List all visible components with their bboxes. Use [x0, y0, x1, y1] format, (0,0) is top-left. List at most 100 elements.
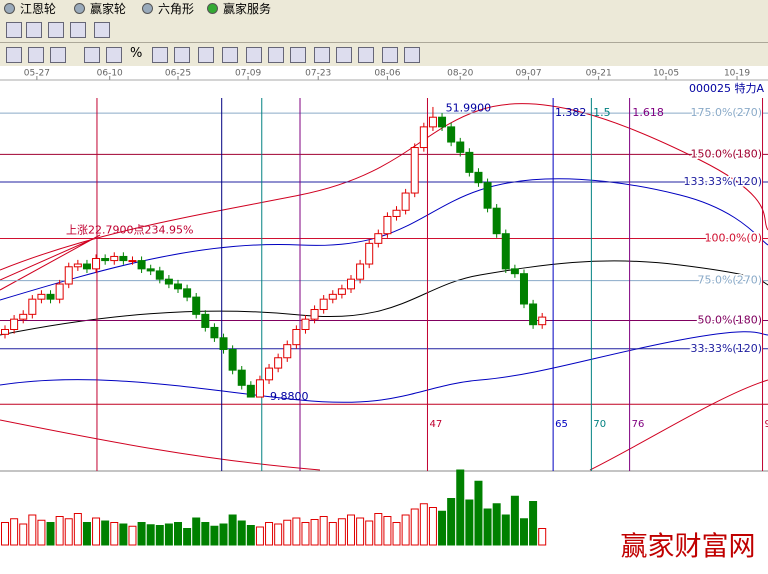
tool-icon[interactable] — [246, 47, 262, 63]
tool-icon[interactable] — [28, 47, 44, 63]
volume-bar — [529, 501, 538, 546]
toolbar-label: 江恩轮 — [20, 2, 57, 16]
tool-icon[interactable] — [6, 22, 22, 38]
candle-body — [237, 369, 246, 386]
candle-body — [283, 344, 292, 359]
candle-body — [92, 258, 101, 270]
volume-bar — [183, 528, 192, 546]
tool-icon[interactable] — [314, 47, 330, 63]
candle-body — [383, 215, 392, 235]
level-label: 75.0%(270) — [697, 274, 762, 287]
volume-bar — [82, 522, 91, 546]
date-ruler — [0, 66, 768, 80]
date-label: 06-25 — [165, 69, 191, 79]
date-label: 08-20 — [447, 69, 473, 79]
candle-body — [538, 316, 547, 326]
candle-body — [128, 260, 137, 263]
candle-body — [310, 309, 319, 320]
volume-bar — [519, 518, 528, 546]
candle-body — [228, 348, 237, 371]
date-label: 06-10 — [97, 69, 123, 79]
candle-body — [274, 357, 283, 369]
candle-body — [438, 116, 447, 128]
tool-icon[interactable] — [290, 47, 306, 63]
tool-icon[interactable] — [404, 47, 420, 63]
toolbar-item[interactable]: 赢家服务 — [205, 1, 271, 17]
indicator-curves — [0, 103, 768, 471]
tool-icon[interactable] — [106, 47, 122, 63]
cycle-label: 76 — [632, 419, 645, 430]
date-label: 10-05 — [653, 69, 679, 79]
toolbar-item[interactable]: 江恩轮 — [2, 1, 56, 17]
candle-body — [174, 283, 183, 290]
volume-bar — [356, 517, 365, 546]
volume-bar — [73, 513, 82, 546]
toolbar-item[interactable]: 赢家轮 — [72, 1, 126, 17]
tool-icon[interactable] — [268, 47, 284, 63]
volume-bar — [64, 518, 73, 546]
candle-body — [46, 293, 55, 300]
date-label: 09-07 — [515, 69, 541, 79]
candle-body — [10, 318, 19, 331]
level-label: 100.0%(0) — [704, 232, 762, 245]
candle-body — [510, 268, 519, 275]
volume-bar — [328, 522, 337, 546]
tool-icon[interactable] — [382, 47, 398, 63]
candle-body — [501, 233, 510, 270]
volume-bar — [337, 518, 346, 546]
level-label: 50.0%(180) — [697, 314, 762, 327]
candle-body — [365, 242, 374, 265]
tool-icon[interactable] — [6, 47, 22, 63]
candle-body — [255, 379, 264, 398]
volume-bar — [174, 522, 183, 546]
volume-bar — [301, 522, 310, 546]
volume-bar — [428, 507, 437, 546]
tool-icon[interactable] — [174, 47, 190, 63]
date-label: 07-23 — [305, 69, 331, 79]
candle-body — [164, 278, 173, 285]
tool-icon[interactable]: % — [130, 46, 143, 61]
volume-bar — [119, 523, 128, 546]
candle-body — [64, 266, 73, 285]
candle-body — [265, 367, 274, 381]
candle-body — [492, 207, 501, 235]
volume-bar — [292, 517, 301, 546]
candle-body — [155, 270, 164, 280]
volume-bar — [265, 522, 274, 546]
candle-body — [210, 326, 219, 339]
candle-body — [55, 283, 64, 300]
tool-icon[interactable] — [152, 47, 168, 63]
candle-body — [137, 260, 146, 270]
volume-bar — [492, 503, 501, 546]
volume-bar — [137, 522, 146, 546]
volume-bar — [128, 525, 137, 546]
date-label: 07-09 — [235, 69, 261, 79]
tool-icon[interactable] — [94, 22, 110, 38]
candle-body — [201, 313, 210, 328]
volume-bar — [101, 520, 110, 546]
tool-icon[interactable] — [336, 47, 352, 63]
candle-body — [428, 116, 437, 128]
tool-icon[interactable] — [50, 47, 66, 63]
stock-name: 000025 特力A — [689, 81, 764, 95]
candle-body — [319, 298, 328, 311]
toolbar-item[interactable]: 六角形 — [140, 1, 194, 17]
tool-icon[interactable] — [26, 22, 42, 38]
tool-icon[interactable] — [48, 22, 64, 38]
candle-body — [82, 263, 91, 270]
cycle-label: 65 — [555, 419, 568, 430]
tool-icon[interactable] — [198, 47, 214, 63]
candle-body — [410, 147, 419, 194]
candle-body — [192, 296, 201, 315]
volume-bar — [346, 514, 355, 546]
tool-icon[interactable] — [222, 47, 238, 63]
tool-icon[interactable] — [84, 47, 100, 63]
volume-bar — [146, 524, 155, 546]
candle-body — [401, 192, 410, 211]
candle-body — [529, 303, 538, 326]
tool-icon[interactable] — [358, 47, 374, 63]
volume-bar — [228, 514, 237, 546]
candle-body — [346, 278, 355, 290]
volume-bar — [37, 519, 46, 546]
tool-icon[interactable] — [70, 22, 86, 38]
